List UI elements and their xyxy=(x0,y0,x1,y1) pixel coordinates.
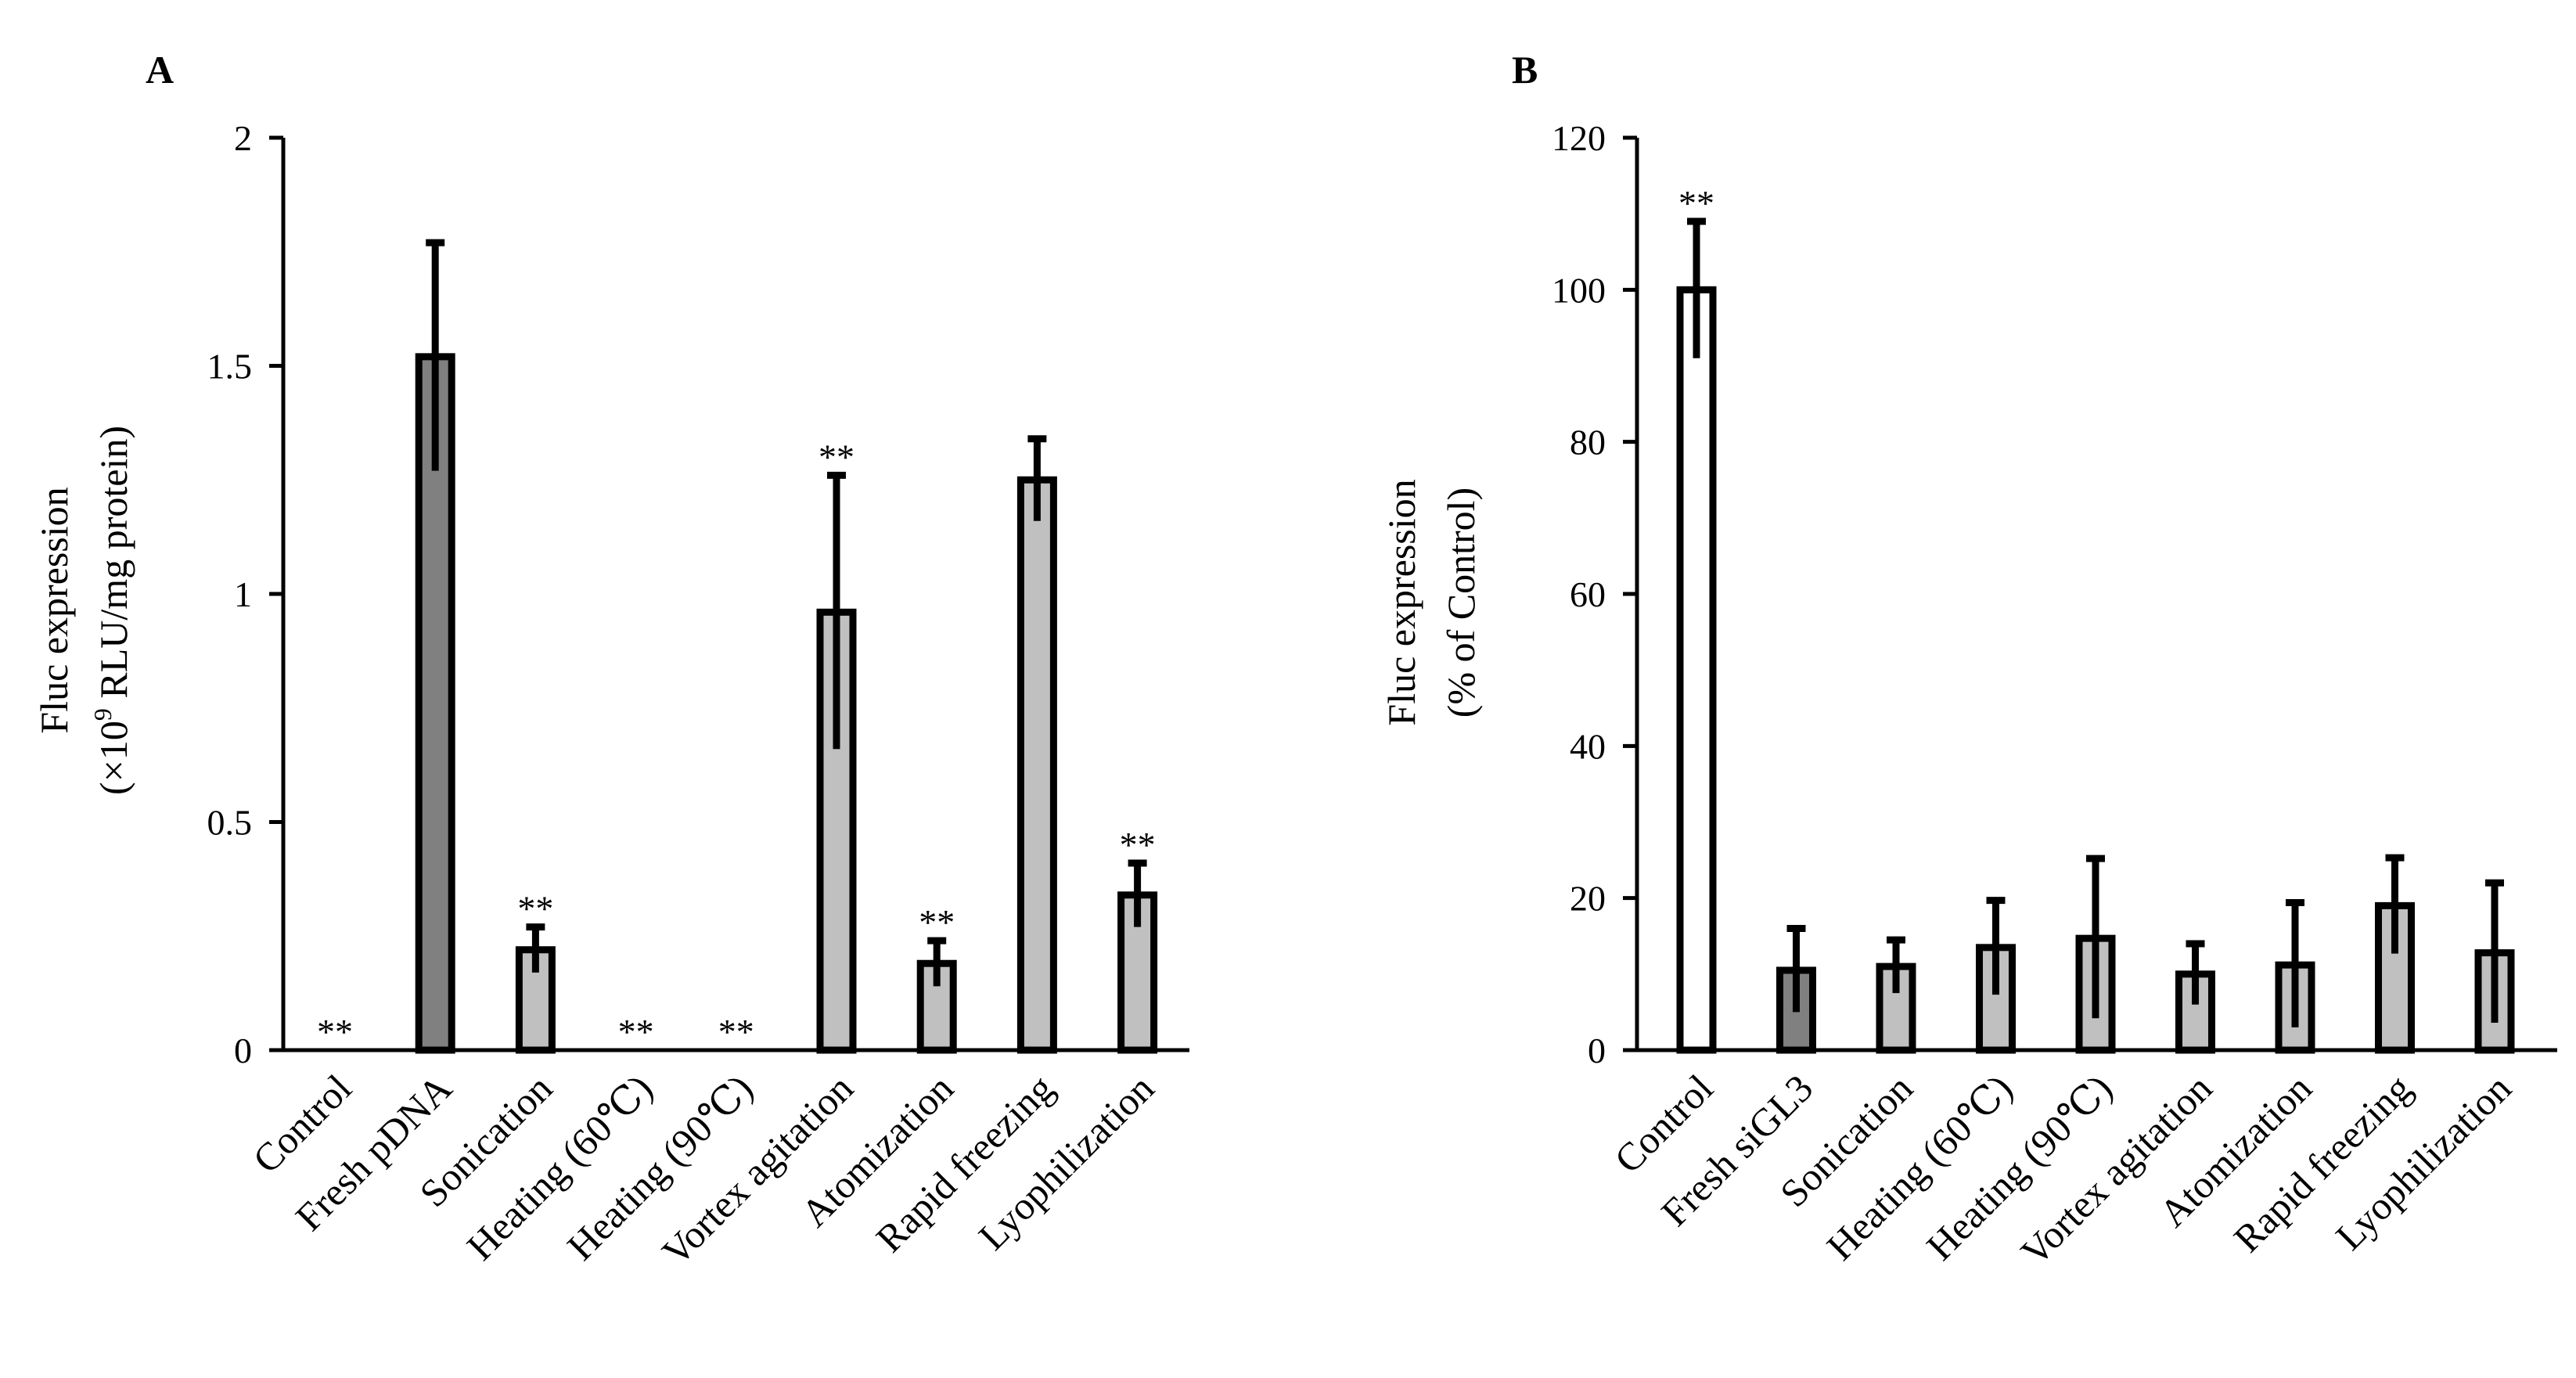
bar-b xyxy=(1676,286,1717,1054)
category-label-a: Rapid freezing xyxy=(867,1066,1062,1261)
significance-marker-a: ** xyxy=(718,1012,754,1052)
significance-marker-b: ** xyxy=(1678,183,1714,223)
y-axis-label-b-line2: (% of Control) xyxy=(1439,488,1483,718)
panel-label-b: B xyxy=(1512,48,1538,92)
y-axis-label-a-superscript: 9 xyxy=(88,708,117,721)
category-label-a: Lyophilization xyxy=(970,1066,1163,1258)
bar-a xyxy=(816,608,857,1054)
y-tick-label-b: 20 xyxy=(1570,879,1606,919)
chart-panel-a: A Fluc expression (×109 RLU/mg protein) … xyxy=(32,48,1189,1274)
y-axis-label-a-line1: Fluc expression xyxy=(32,487,76,733)
y-tick-label-b: 100 xyxy=(1552,270,1606,310)
bar-a xyxy=(1016,476,1057,1054)
y-axis-label-a-suffix: RLU/mg protein) xyxy=(92,426,135,708)
y-tick-label-a: 2 xyxy=(234,118,252,158)
y-tick-label-b: 120 xyxy=(1552,118,1606,158)
y-tick-label-b: 80 xyxy=(1570,423,1606,462)
y-tick-label-a: 0 xyxy=(234,1031,252,1070)
panel-label-a: A xyxy=(146,48,174,92)
significance-marker-a: ** xyxy=(1120,825,1156,865)
bars-a: ** ** ** ** ** ** ** xyxy=(317,239,1158,1054)
bars-b: ** xyxy=(1676,183,2515,1054)
chart-panel-b: B Fluc expression (% of Control) 0 20 40 60… xyxy=(1380,48,2557,1274)
bar-a xyxy=(515,946,556,1054)
y-tick-label-b: 60 xyxy=(1570,574,1606,614)
significance-marker-a: ** xyxy=(919,902,955,942)
significance-marker-a: ** xyxy=(517,889,553,929)
significance-marker-a: ** xyxy=(818,437,854,477)
significance-marker-a: ** xyxy=(618,1012,654,1052)
y-tick-label-b: 0 xyxy=(1588,1031,1606,1070)
y-tick-label-a: 0.5 xyxy=(207,803,253,843)
significance-marker-a: ** xyxy=(317,1012,353,1052)
y-tick-label-a: 1.5 xyxy=(207,347,253,387)
y-axis-label-a-prefix: (×10 xyxy=(92,721,135,795)
y-axis-label-a-line2: (×109 RLU/mg protein) xyxy=(88,426,135,795)
y-axis-label-b-line1: Fluc expression xyxy=(1380,479,1423,725)
y-tick-label-b: 40 xyxy=(1570,726,1606,766)
category-label-b: Lyophilization xyxy=(2327,1066,2520,1258)
y-tick-label-a: 1 xyxy=(234,574,252,614)
